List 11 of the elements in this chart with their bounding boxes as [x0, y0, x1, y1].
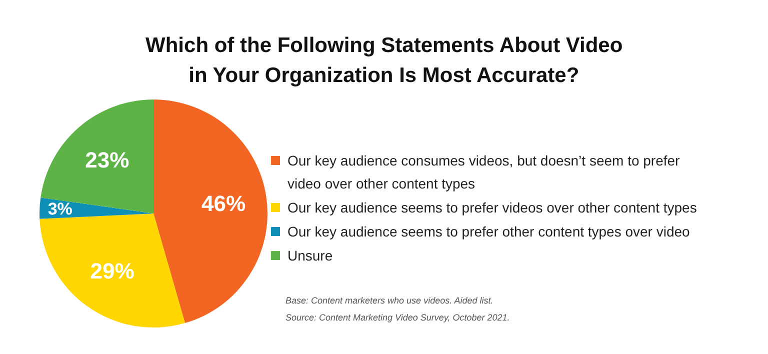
data-label: 23%: [85, 148, 130, 173]
legend-label: Our key audience consumes videos, but doesn’t seem to prefer video over other content types: [288, 152, 680, 192]
data-label: 3%: [48, 200, 72, 219]
legend-label: Unsure: [288, 248, 333, 264]
legend-label: Our key audience seems to prefer videos over other content types: [288, 200, 697, 216]
source-note: Source: Content Marketing Video Survey, October 2021.: [286, 312, 510, 322]
data-label: 46%: [201, 191, 246, 216]
text: Base: Content marketers who use videos. Aided list.: [286, 296, 494, 306]
legend-label: Our key audience seems to prefer other content types over video: [288, 224, 690, 240]
data-label: 29%: [90, 258, 134, 284]
chart-title: Which of the Following Statements About Video in Your Organization Is Most Accurate?: [146, 34, 623, 87]
